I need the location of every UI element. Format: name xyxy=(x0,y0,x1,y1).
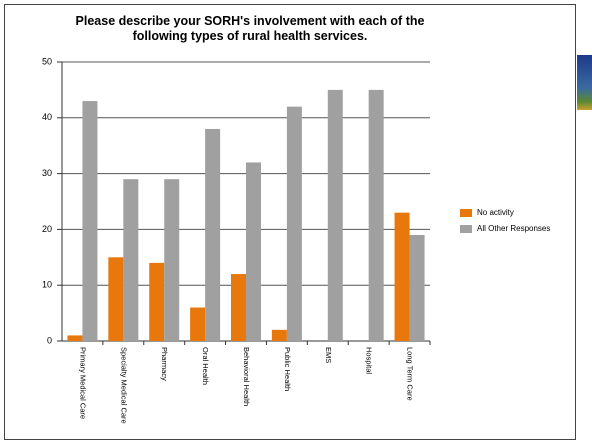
bar xyxy=(108,257,124,341)
bar xyxy=(149,262,165,341)
x-tick-label: Behavioral Health xyxy=(242,347,251,406)
y-tick-label: 10 xyxy=(42,280,52,290)
legend-label: No activity xyxy=(477,208,514,217)
bar xyxy=(164,179,180,341)
y-tick-label: 30 xyxy=(42,168,52,178)
bar xyxy=(190,307,206,341)
bar xyxy=(286,106,302,341)
bar xyxy=(205,128,221,341)
bar xyxy=(271,329,287,341)
side-image xyxy=(577,55,592,110)
x-tick-label: EMS xyxy=(324,347,333,363)
legend-label: All Other Responses xyxy=(477,224,550,233)
bar xyxy=(409,234,425,341)
y-tick-label: 50 xyxy=(42,56,52,66)
y-tick-label: 40 xyxy=(42,112,52,122)
bar xyxy=(82,101,98,341)
legend-swatch xyxy=(460,209,472,217)
x-tick-label: Specialty Medical Care xyxy=(119,347,128,424)
bar xyxy=(123,179,139,341)
bar xyxy=(231,274,246,341)
x-tick-label: Long Term Care xyxy=(406,347,415,401)
bar xyxy=(368,89,384,342)
bar xyxy=(67,335,83,341)
x-tick-label: Pharmacy xyxy=(160,347,169,381)
y-tick-label: 0 xyxy=(47,335,52,345)
x-tick-label: Hospital xyxy=(365,347,374,374)
bar xyxy=(246,162,261,341)
legend-swatch xyxy=(460,225,472,233)
x-tick-label: Primary Medical Care xyxy=(78,347,87,419)
bar xyxy=(327,89,343,342)
y-tick-label: 20 xyxy=(42,224,52,234)
x-tick-label: Public Health xyxy=(283,347,292,391)
x-tick-label: Oral Health xyxy=(201,347,210,385)
chart-title: Please describe your SORH's involvement … xyxy=(75,14,425,43)
bar xyxy=(394,212,410,341)
